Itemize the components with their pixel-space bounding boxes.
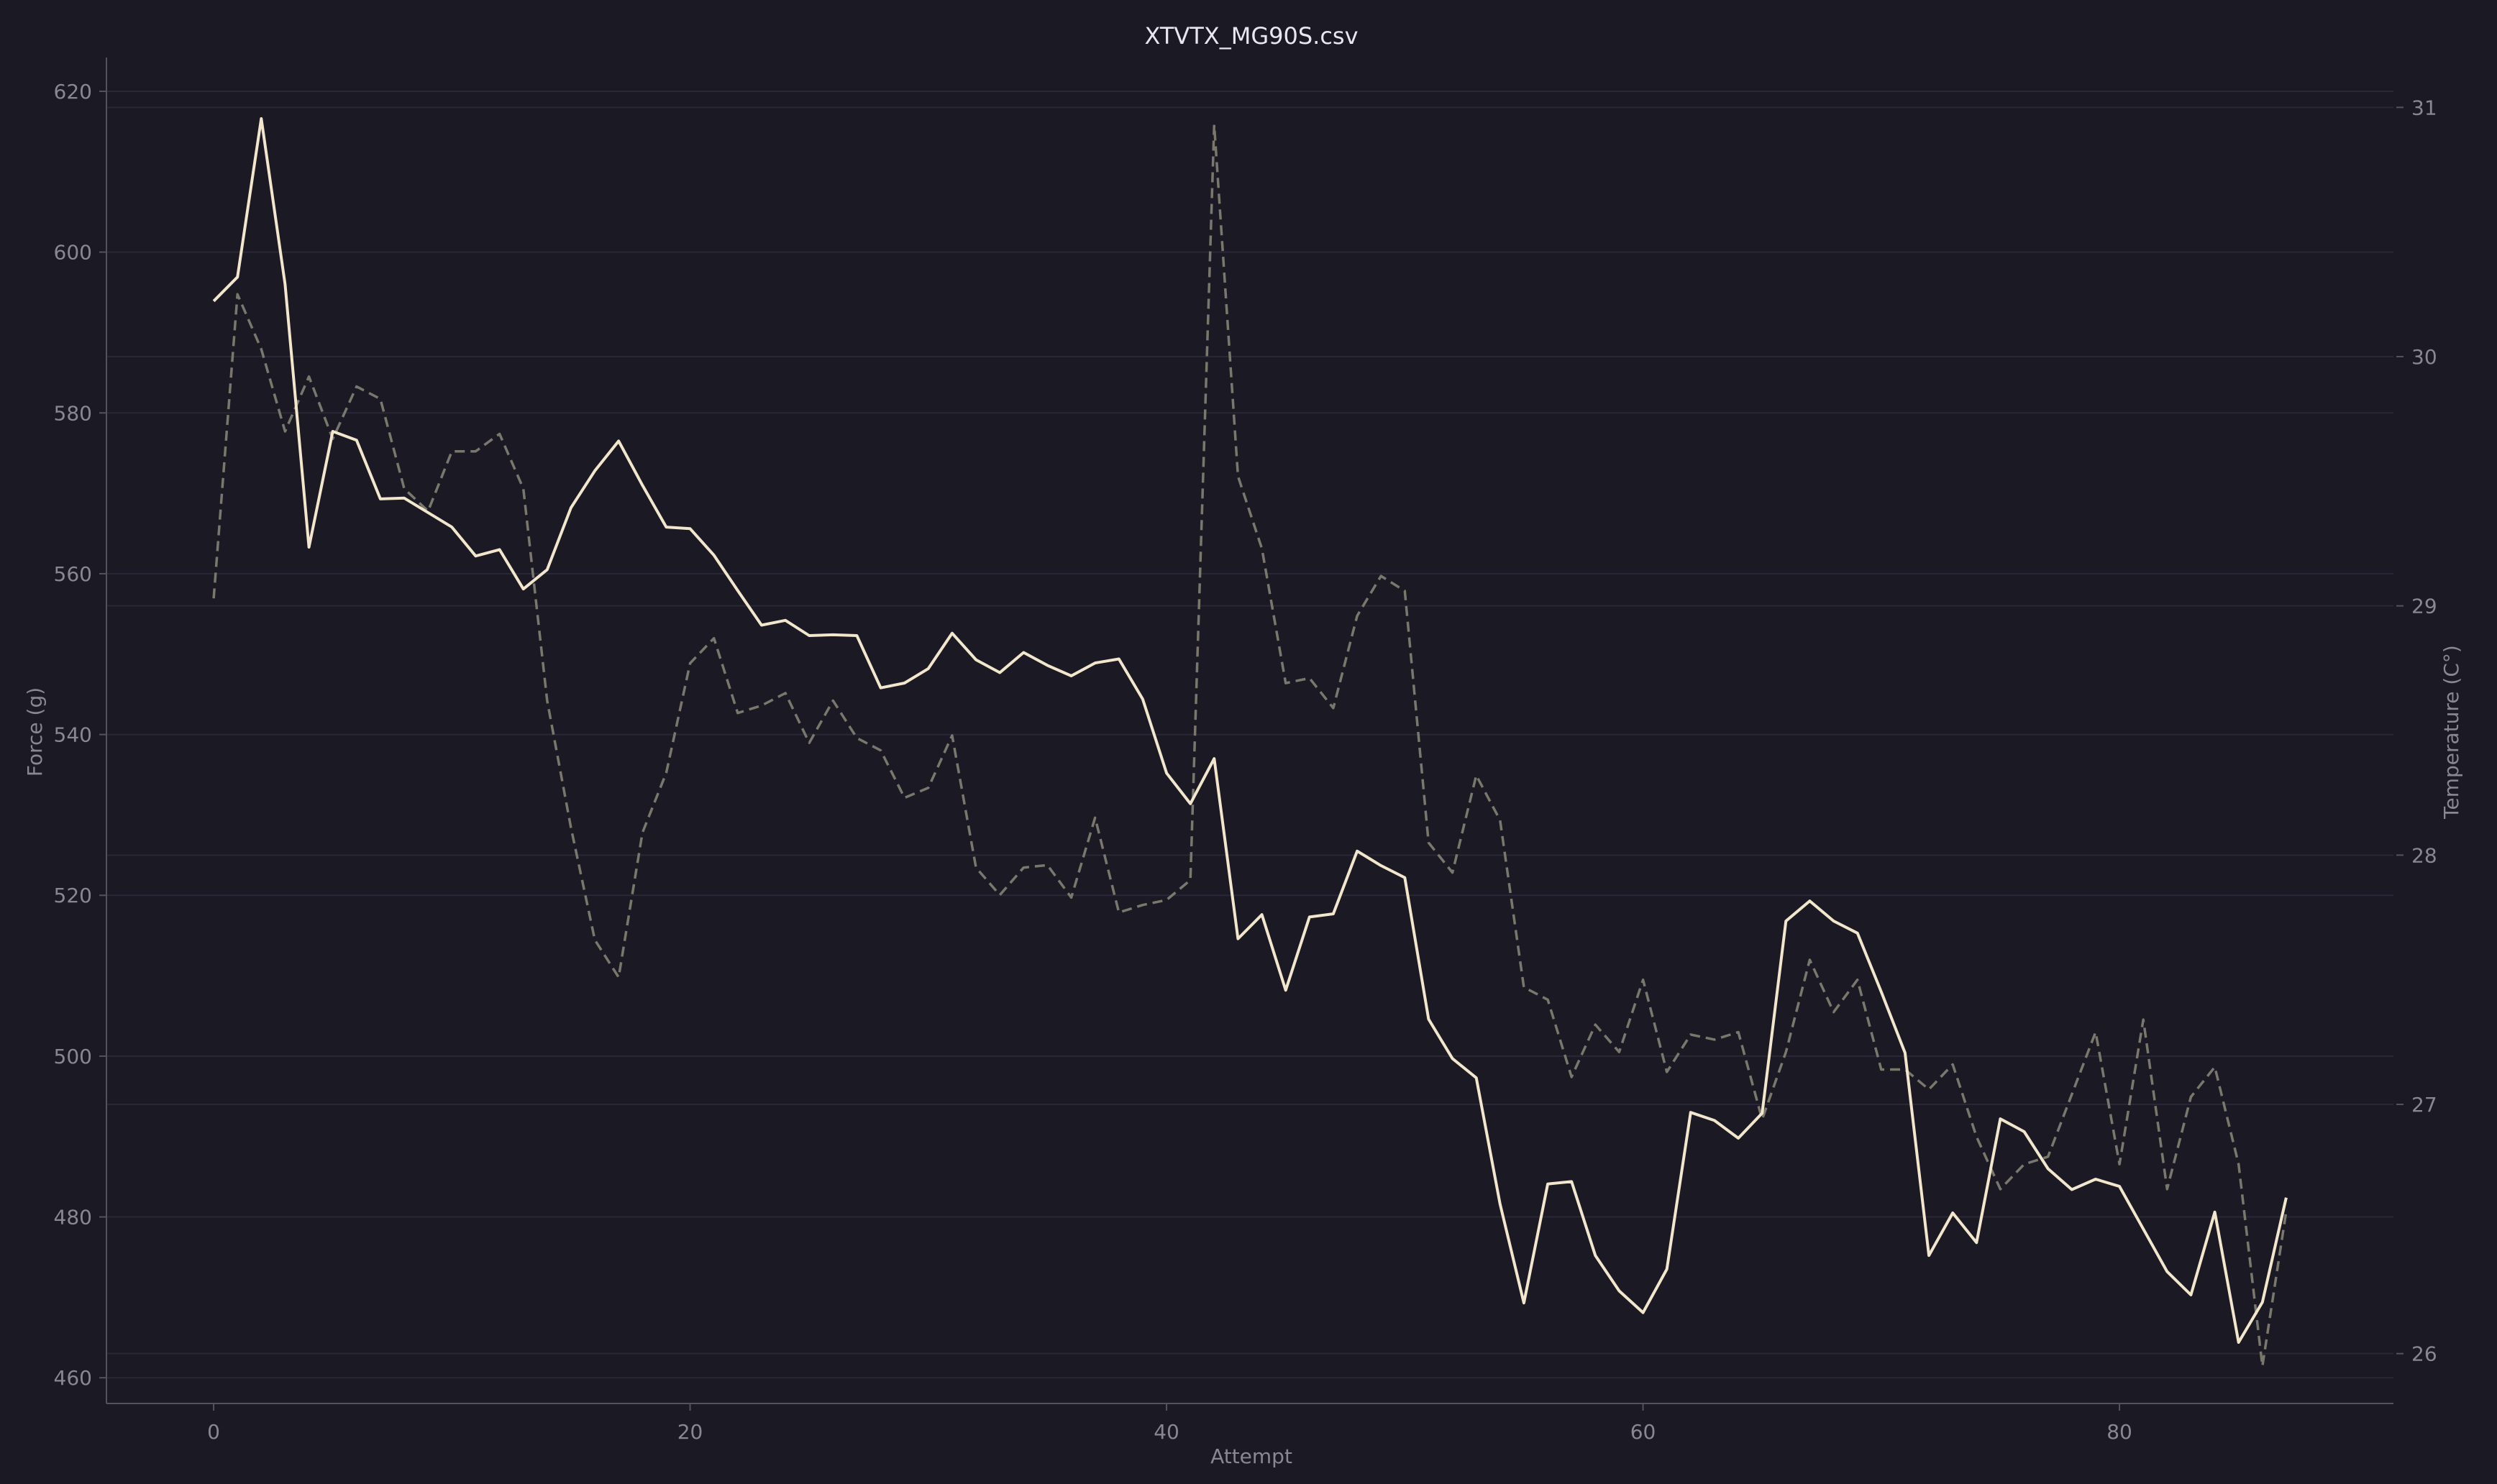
x-tick-label: 60 [1630,1420,1656,1444]
temperature-series-line [212,123,2288,1368]
x-tick-label: 0 [207,1420,220,1444]
y-tick-label: 460 [54,1366,92,1390]
y-axis-label: Force (g) [23,687,47,777]
y-tick-label: 620 [54,80,92,104]
y-tick-label: 540 [54,723,92,747]
y2-tick-label: 29 [2411,595,2437,618]
grid-lines [106,90,2393,1379]
x-tick-label: 80 [2106,1420,2132,1444]
y2-tick-label: 28 [2411,843,2437,867]
y2-tick-label: 30 [2411,345,2437,369]
x-tick-label: 20 [677,1420,703,1444]
y-tick-label: 560 [54,562,92,586]
force-series-line [212,117,2288,1344]
y-tick-label: 520 [54,884,92,907]
y-tick-label: 580 [54,401,92,425]
y-tick-label: 600 [54,241,92,265]
x-tick-label: 40 [1154,1420,1179,1444]
x-axis-label: Attempt [1210,1444,1292,1468]
y2-tick-label: 26 [2411,1342,2437,1366]
y-tick-label: 480 [54,1206,92,1229]
y2-tick-label: 31 [2411,96,2437,119]
y2-axis-label: Temperature (C°) [2439,645,2463,820]
series-lines [212,117,2288,1368]
axes: 0 20 40 60 80 460 480 500 520 540 560 580 600 620 26 27… [54,58,2437,1444]
y2-tick-label: 27 [2411,1093,2437,1117]
chart-title: XTVTX_MG90S.csv [1144,22,1358,50]
y-tick-label: 500 [54,1045,92,1068]
